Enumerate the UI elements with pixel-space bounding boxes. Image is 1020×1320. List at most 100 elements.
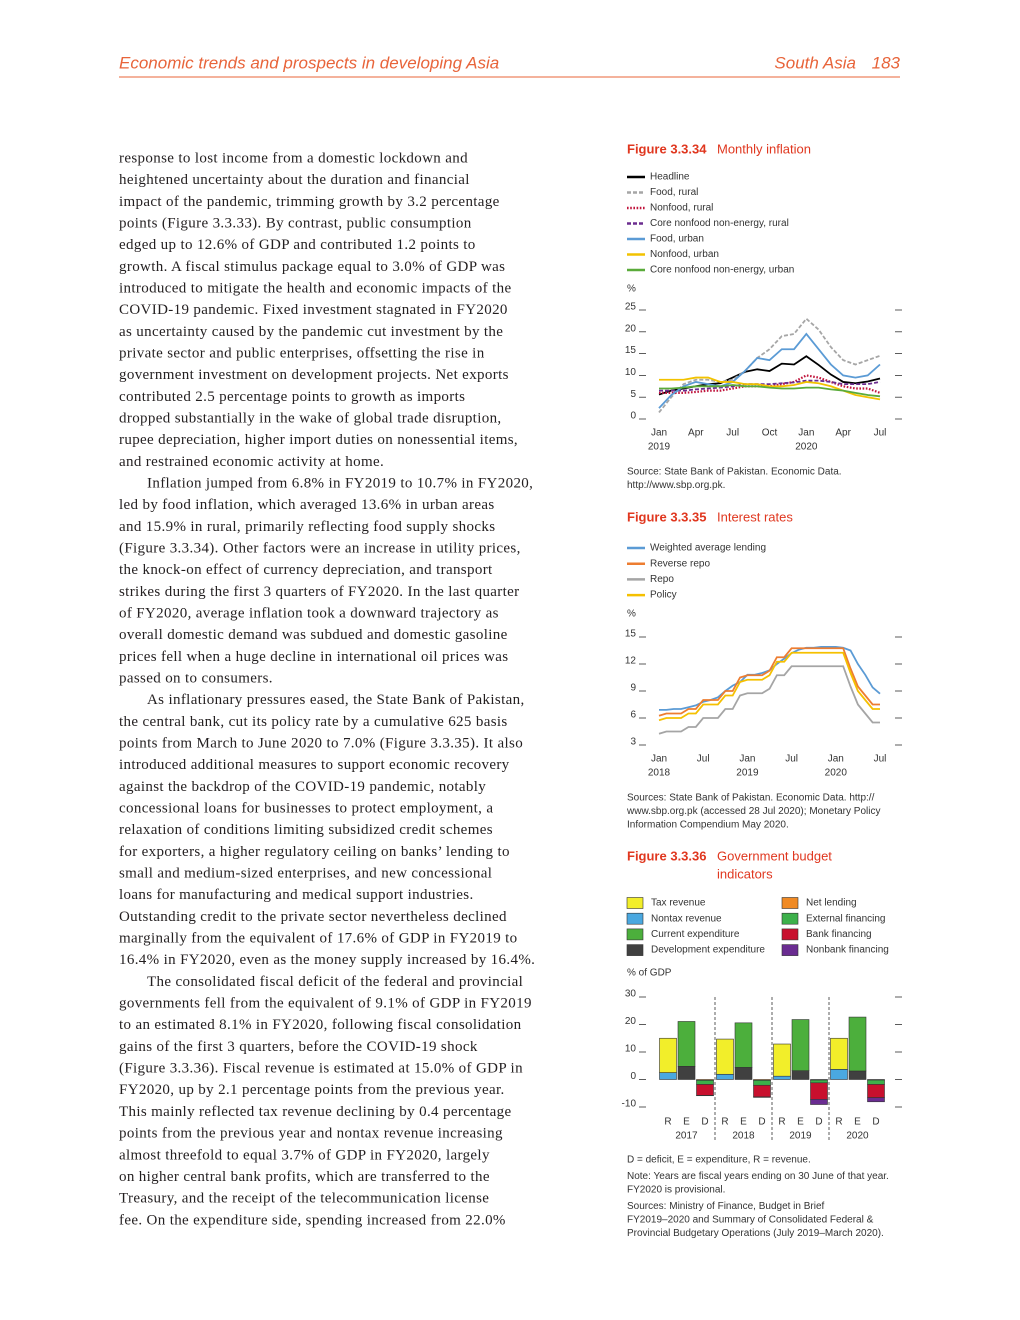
bar-segment <box>753 1084 771 1098</box>
bar-segment <box>696 1084 714 1096</box>
body-line: on higher central bank profits, which ar… <box>119 1169 490 1185</box>
body-line: fee. On the expenditure side, spending i… <box>119 1212 506 1228</box>
x-tick-label: E <box>854 1117 861 1128</box>
body-line: Treasury, and the receipt of the telecom… <box>119 1191 489 1207</box>
bar-segment <box>677 1021 696 1067</box>
running-head: Economic trends and prospects in develop… <box>119 53 499 72</box>
y-tick-label: 6 <box>630 710 636 721</box>
x-year-label: 2020 <box>846 1131 869 1142</box>
legend-label: Weighted average lending <box>650 543 766 554</box>
x-tick-label: R <box>664 1117 671 1128</box>
x-tick-label: Oct <box>762 428 778 439</box>
bar-segment <box>848 1070 867 1080</box>
legend-label: Nonfood, rural <box>650 203 713 214</box>
bar-segment <box>791 1070 810 1080</box>
bar-segment <box>830 1069 848 1080</box>
bar-segment <box>810 1079 828 1084</box>
bar-segment <box>734 1022 753 1068</box>
note-line: FY2019–2020 and Summary of Consolidated … <box>627 1215 874 1226</box>
x-tick-label: Apr <box>688 428 704 439</box>
y-tick-label: 9 <box>630 683 636 694</box>
y-axis-label: % <box>627 284 636 295</box>
body-line: against the backdrop of the COVID-19 pan… <box>119 779 486 795</box>
y-tick-label: 15 <box>625 345 637 356</box>
x-tick-label: Jan <box>651 754 667 765</box>
body-line: impact of the pandemic, trimming growth … <box>119 194 500 210</box>
legend-label: External financing <box>806 913 886 924</box>
y-axis-label: % of GDP <box>627 968 672 979</box>
body-line: of FY2020, average inflation took a down… <box>119 606 499 622</box>
y-tick-label: 0 <box>630 411 636 422</box>
x-tick-label: E <box>740 1117 747 1128</box>
legend-label: Repo <box>650 574 674 585</box>
x-tick-label: Jul <box>697 754 710 765</box>
figure-label: Figure 3.3.35 <box>627 509 706 524</box>
body-line: for exporters, a higher regulatory ceili… <box>119 844 510 860</box>
source-line: Source: State Bank of Pakistan. Economic… <box>627 467 842 478</box>
bar-segment <box>867 1079 885 1085</box>
body-line: points from March to June 2020 to 7.0% (… <box>119 736 523 752</box>
x-tick-label: R <box>835 1117 842 1128</box>
source-line: Information Compendium May 2020. <box>627 820 789 831</box>
body-line: dropped substantially in the wake of glo… <box>119 410 502 426</box>
bar-segment <box>810 1099 828 1105</box>
x-tick-label: Jan <box>828 754 844 765</box>
body-line: (Figure 3.3.34). Other factors were an i… <box>119 540 521 556</box>
note-line: FY2020 is provisional. <box>627 1185 725 1196</box>
note-line: Sources: Ministry of Finance, Budget in … <box>627 1201 825 1212</box>
body-line: strikes during the first 3 quarters of F… <box>119 584 520 600</box>
y-tick-label: 10 <box>625 1044 637 1055</box>
section-name: South Asia <box>774 53 856 72</box>
body-line: concessional loans for businesses to pro… <box>119 801 493 817</box>
legend-swatch <box>626 944 644 956</box>
x-tick-label: E <box>797 1117 804 1128</box>
legend-label: Nontax revenue <box>651 913 722 924</box>
x-year-label: 2019 <box>736 768 759 779</box>
y-axis-label: % <box>627 609 636 620</box>
x-tick-label: E <box>683 1117 690 1128</box>
bar-segment <box>773 1075 791 1080</box>
bar-segment <box>848 1016 867 1072</box>
body-line: edged up to 12.6% of GDP and contributed… <box>119 237 476 253</box>
x-tick-label: Jan <box>798 428 814 439</box>
y-tick-label: 10 <box>625 367 637 378</box>
figure-title: Interest rates <box>717 509 793 524</box>
figure-label: Figure 3.3.36 <box>627 848 706 863</box>
bar-segment <box>677 1066 696 1080</box>
body-line: small and medium-sized enterprises, and … <box>119 866 492 882</box>
bar-segment <box>716 1073 734 1080</box>
x-tick-label: R <box>721 1117 728 1128</box>
legend-label: Development expenditure <box>651 945 765 956</box>
body-line: As inflationary pressures eased, the Sta… <box>147 692 525 708</box>
x-year-label: 2020 <box>795 442 818 453</box>
body-line: Inflation jumped from 6.8% in FY2019 to … <box>147 475 533 491</box>
body-line: and 15.9% in rural, primarily reflecting… <box>119 519 495 535</box>
x-tick-label: D <box>701 1117 708 1128</box>
y-tick-label: 20 <box>625 323 637 334</box>
figure-label: Figure 3.3.34 <box>627 141 707 156</box>
legend-swatch <box>626 912 644 925</box>
bar-segment <box>753 1080 771 1086</box>
bar-segment <box>659 1037 677 1073</box>
legend-swatch <box>781 897 799 909</box>
legend-label: Core nonfood non-energy, rural <box>650 218 789 229</box>
figure-title: Monthly inflation <box>717 141 811 156</box>
body-line: The consolidated fiscal deficit of the f… <box>147 974 523 990</box>
legend-swatch <box>781 944 799 956</box>
y-tick-label: 15 <box>625 629 637 640</box>
body-line: points from the previous year and nontax… <box>119 1126 503 1142</box>
legend-label: Net lending <box>806 898 857 909</box>
legend-label: Tax revenue <box>651 898 706 909</box>
note-line: Provincial Budgetary Operations (July 20… <box>627 1228 884 1239</box>
source-line: www.sbp.org.pk (accessed 28 Jul 2020); M… <box>626 806 880 817</box>
legend-label: Bank financing <box>806 929 872 940</box>
source-line: Sources: State Bank of Pakistan. Economi… <box>627 793 875 804</box>
x-tick-label: Jan <box>651 428 667 439</box>
body-line: the knock-on effect of currency deprecia… <box>119 562 493 578</box>
bar-segment <box>734 1067 753 1080</box>
body-line: governments fell from the equivalent of … <box>119 996 532 1012</box>
bar-segment <box>716 1038 734 1075</box>
body-line: (Figure 3.3.36). Fiscal revenue is estim… <box>119 1061 523 1077</box>
bar-segment <box>773 1043 791 1077</box>
legend-label: Food, rural <box>650 187 698 198</box>
